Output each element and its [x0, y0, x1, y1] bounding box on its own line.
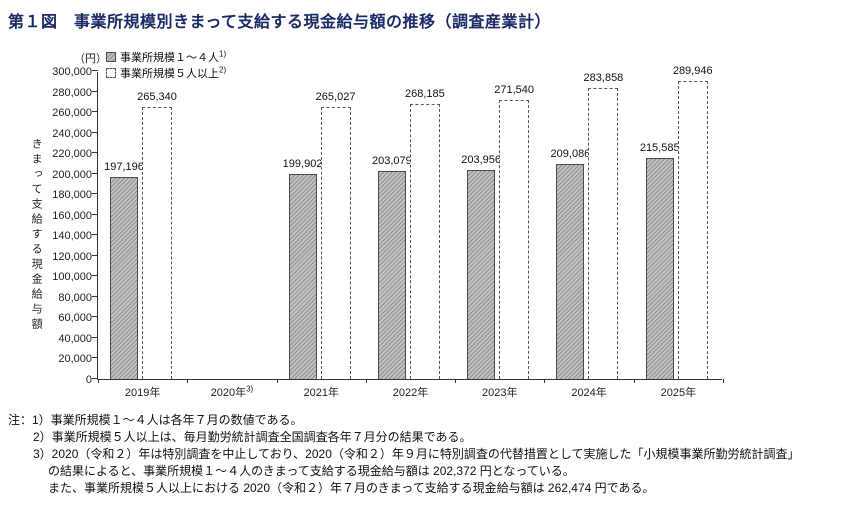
bar-value-label: 289,946: [672, 65, 713, 78]
y-tick-label: 100,000: [52, 271, 92, 284]
y-tick-mark: [92, 111, 98, 113]
bar-value-label: 209,086: [550, 148, 591, 161]
y-tick-label: 0: [85, 374, 92, 386]
x-tick-mark: [455, 379, 457, 383]
page-title: 第１図 事業所規模別きまって支給する現金給与額の推移（調査産業計）: [8, 14, 552, 31]
y-tick-label: 80,000: [58, 291, 92, 304]
y-tick-label: 20,000: [58, 353, 92, 366]
y-tick-label: 300,000: [52, 66, 92, 78]
note-line-1: 注：1）事業所規模１～４人は各年７月の数値である。: [8, 413, 303, 427]
bar-value-label: 268,185: [404, 87, 445, 100]
x-axis-label: 2021年: [303, 387, 339, 399]
y-tick-label: 160,000: [52, 209, 92, 222]
bar-value-label: 265,027: [315, 90, 356, 103]
legend-item-size-5plus: 事業所規模５人以上2): [106, 65, 226, 81]
x-axis-label: 2024年: [571, 387, 607, 399]
y-tick-mark: [92, 131, 98, 133]
note-line-4: の結果によると、事業所規模１～４人のきまって支給する現金給与額は 202,372…: [48, 464, 575, 478]
bar-size-5plus: [320, 106, 351, 379]
y-tick-label: 40,000: [58, 332, 92, 345]
x-tick-mark: [365, 379, 367, 383]
footnotes: 注：1）事業所規模１～４人は各年７月の数値である。 2）事業所規模５人以上は、毎…: [8, 412, 800, 497]
y-tick-mark: [92, 336, 98, 338]
bar-value-label: 203,079: [371, 154, 412, 167]
y-tick-label: 60,000: [58, 312, 92, 325]
legend-item-size-1-4: 事業所規模１～４人1): [106, 49, 226, 65]
x-axis-label: 2023年: [482, 387, 518, 399]
y-axis-unit-label: （円）: [74, 53, 107, 65]
y-tick-label: 240,000: [52, 127, 92, 140]
bar-value-label: 215,585: [639, 141, 680, 154]
y-tick-mark: [92, 357, 98, 359]
x-tick-mark: [276, 379, 278, 383]
hatched-bar-swatch-icon: [106, 52, 116, 62]
bar-value-label: 197,196: [104, 160, 144, 173]
y-tick-label: 260,000: [52, 107, 92, 120]
bar-size-1-4: [110, 176, 138, 379]
x-axis-label: 2019年: [124, 387, 161, 399]
x-tick-mark: [544, 379, 546, 383]
x-axis-label: 2020年3): [210, 384, 254, 399]
x-axis-label: 2025年: [660, 387, 697, 399]
bar-value-label: 283,858: [583, 71, 624, 84]
bar-value-label: 199,902: [282, 157, 323, 170]
chart-legend: 事業所規模１～４人1) 事業所規模５人以上2): [106, 49, 226, 81]
dashed-bar-swatch-icon: [106, 68, 116, 78]
legend-label-size-5plus: 事業所規模５人以上2): [120, 65, 227, 80]
bar-size-5plus: [677, 81, 708, 379]
y-tick-mark: [92, 193, 98, 195]
y-tick-mark: [92, 275, 98, 277]
bar-size-5plus: [409, 103, 440, 379]
y-tick-mark: [92, 234, 98, 236]
y-tick-mark: [92, 90, 98, 92]
x-tick-mark: [98, 379, 99, 383]
x-tick-mark: [633, 379, 635, 383]
y-tick-mark: [92, 254, 98, 256]
bar-size-5plus: [588, 87, 619, 379]
y-tick-mark: [92, 172, 98, 174]
bar-value-label: 203,956: [461, 153, 502, 166]
y-tick-mark: [92, 70, 98, 71]
y-axis-tick-labels: 0 20,000 40,000 60,000 80,000 100,000 120,000 1…: [26, 66, 92, 386]
note-line-5: また、事業所規模５人以上における 2020（令和２）年７月のきまって支給する現金…: [48, 481, 655, 495]
x-axis-label: 2022年: [392, 387, 429, 399]
bar-size-1-4: [467, 169, 496, 379]
bar-size-5plus: [499, 100, 530, 379]
note-line-2: 2）事業所規模５人以上は、毎月勤労統計調査全国調査各年７月分の結果である。: [33, 430, 472, 444]
bar-size-1-4: [645, 157, 674, 379]
note-line-3: 3）2020（令和２）年は特別調査を中止しており、2020（令和２）年９月に特別…: [33, 447, 800, 461]
x-tick-mark: [723, 379, 724, 383]
y-tick-label: 180,000: [52, 189, 92, 202]
bar-size-5plus: [142, 106, 172, 379]
y-tick-mark: [92, 378, 98, 379]
plot-area: 2019年 197,196 265,340 2020年3) 2021年 199,902 26…: [92, 65, 724, 399]
y-tick-mark: [92, 295, 98, 297]
y-tick-label: 120,000: [52, 250, 92, 263]
y-tick-mark: [92, 152, 98, 154]
bar-size-1-4: [556, 164, 585, 379]
x-tick-mark: [187, 379, 189, 383]
y-axis-title: きまって支給する現金給与額: [30, 138, 43, 333]
bar-size-1-4: [377, 170, 406, 379]
bar-value-label: 265,340: [137, 90, 177, 103]
y-tick-mark: [92, 213, 98, 215]
bar-value-label: 271,540: [494, 84, 535, 97]
bar-size-1-4: [288, 173, 317, 379]
y-tick-mark: [92, 316, 98, 318]
legend-label-size-1-4: 事業所規模１～４人1): [120, 49, 227, 64]
y-tick-label: 280,000: [52, 86, 92, 99]
y-tick-label: 200,000: [52, 168, 92, 181]
y-tick-label: 220,000: [52, 148, 92, 161]
y-tick-label: 140,000: [52, 230, 92, 243]
